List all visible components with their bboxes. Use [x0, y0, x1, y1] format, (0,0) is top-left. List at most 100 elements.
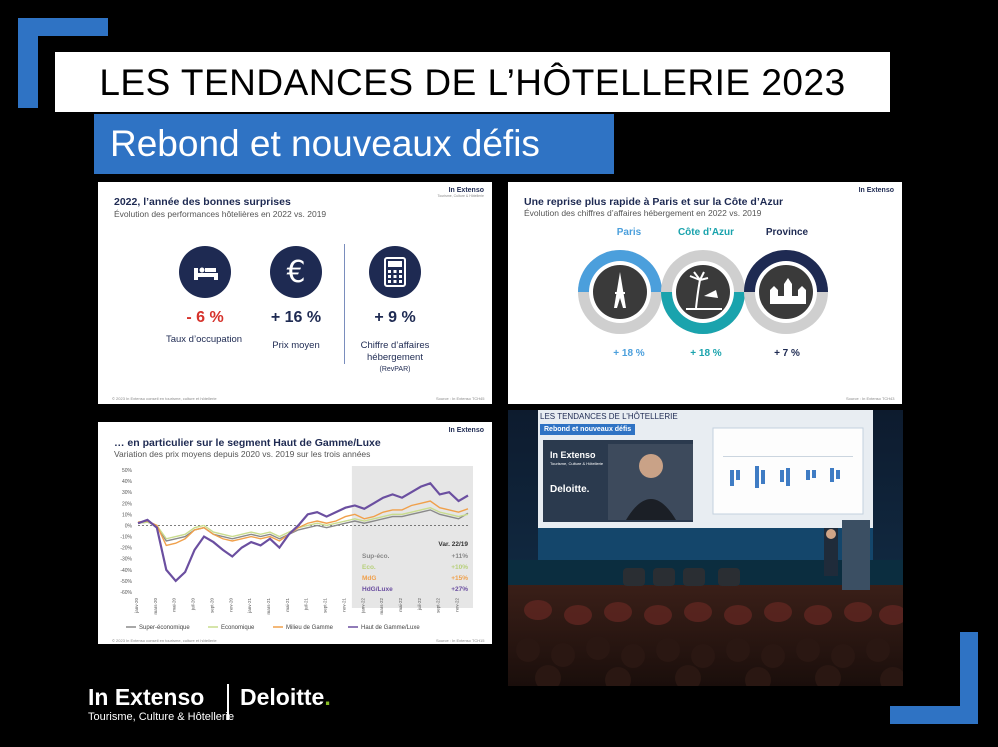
- kpi-occupancy-label: Taux d’occupation: [165, 334, 243, 345]
- slide-title: … en particulier sur le segment Haut de …: [114, 437, 381, 449]
- y-tick-label: 30%: [122, 490, 133, 496]
- y-tick-label: -20%: [120, 546, 132, 552]
- table-row-label: HdG/Luxe: [362, 586, 393, 593]
- y-tick-label: 10%: [122, 512, 133, 518]
- conference-room-image: [508, 410, 903, 686]
- table-row-value: +10%: [451, 564, 468, 571]
- logo-divider: [227, 684, 229, 720]
- x-tick-label: juil-21: [304, 598, 309, 612]
- x-tick-label: janv-20: [134, 598, 139, 614]
- y-tick-label: -60%: [120, 590, 132, 596]
- series-line-3: [137, 482, 469, 583]
- slide-subtitle: Variation des prix moyens depuis 2020 vs…: [114, 449, 371, 459]
- corner-decoration-top-left: [18, 18, 108, 36]
- slide-page-number: 43: [890, 396, 895, 401]
- corner-decoration-bottom-right: [960, 632, 978, 724]
- x-tick-label: mars-20: [153, 598, 158, 615]
- region-paris-value: + 18 %: [613, 348, 645, 359]
- y-tick-label: -50%: [120, 579, 132, 585]
- slide-title: Une reprise plus rapide à Paris et sur l…: [524, 196, 784, 208]
- price-line-chart: 50% 40% 30% 20% 10% 0% -10% -20% -30% -40% -50% -60…: [120, 466, 473, 631]
- legend-label: Milieu de Gamme: [286, 625, 334, 631]
- x-tick-label: juil-22: [417, 598, 422, 612]
- x-tick-label: nov-21: [341, 598, 346, 612]
- conference-photo: LES TENDANCES DE L’HÔTELLERIE Rebond et …: [508, 410, 903, 686]
- y-tick-label: 20%: [122, 501, 133, 507]
- regions-rings: [578, 250, 828, 334]
- slide-page-number: 45: [480, 396, 485, 401]
- legend-label: Economique: [221, 625, 255, 631]
- x-tick-label: mars-21: [266, 598, 271, 615]
- slide-price-chart: In Extenso … en particulier sur le segme…: [98, 422, 492, 644]
- shaded-region: [351, 466, 473, 608]
- svg-text:€: €: [286, 255, 305, 290]
- page-subtitle: Rebond et nouveaux défis: [94, 114, 614, 174]
- kpi-revpar-value: + 9 %: [374, 309, 416, 326]
- x-tick-label: nov-22: [455, 598, 460, 612]
- table-header: Var. 22/19: [438, 541, 468, 548]
- screen-brand-in-extenso: In Extenso: [550, 450, 596, 460]
- slide-footer: © 2023 In Extenso conseil en tourisme, c…: [112, 638, 217, 643]
- table-row-value: +27%: [451, 586, 468, 593]
- slide-source: Source : In Extenso TCH: [846, 396, 891, 401]
- series-line-1: [137, 506, 469, 540]
- x-tick-label: janv-22: [360, 598, 365, 614]
- slide-title: 2022, l’année des bonnes surprises: [114, 196, 291, 208]
- kpi-price-label: Prix moyen: [272, 340, 320, 351]
- table-row-value: +15%: [451, 575, 468, 582]
- screen-title: LES TENDANCES DE L’HÔTELLERIE: [540, 412, 678, 421]
- kpi-occupancy-value: - 6 %: [186, 309, 224, 326]
- x-tick-label: mars-22: [379, 598, 384, 615]
- euro-icon: €: [270, 246, 322, 298]
- page-title: LES TENDANCES DE L’HÔTELLERIE 2023: [55, 52, 890, 112]
- slide-brand: In Extenso: [448, 427, 484, 434]
- y-tick-label: 50%: [122, 468, 133, 474]
- slide-performance-2022: In Extenso Tourisme, Culture & Hôtellerie…: [98, 182, 492, 404]
- slide-subtitle: Évolution des chiffres d’affaires héberg…: [524, 208, 762, 218]
- slide-footer: © 2023 In Extenso conseil en tourisme, c…: [112, 396, 217, 401]
- slide-source: Source : In Extenso TCH: [436, 396, 481, 401]
- region-province-name: Province: [765, 227, 809, 238]
- kpi-price-value: + 16 %: [270, 309, 322, 326]
- slide-regions: In Extenso Une reprise plus rapide à Par…: [508, 182, 902, 404]
- slide-brand: In Extenso Tourisme, Culture & Hôtellerie: [437, 187, 485, 198]
- x-tick-label: sept-20: [209, 598, 214, 614]
- x-tick-label: mai-21: [285, 598, 290, 612]
- y-tick-label: 0%: [125, 523, 133, 529]
- x-tick-label: sept-21: [323, 598, 328, 614]
- eiffel-tower-icon: [578, 250, 662, 334]
- slide-brand: In Extenso: [858, 187, 894, 194]
- table-row-label: Sup-éco.: [362, 553, 390, 560]
- slide-page-number: 15: [480, 638, 485, 643]
- y-tick-label: -30%: [120, 557, 132, 563]
- corner-decoration-top-left-vertical: [18, 18, 38, 108]
- table-row-value: +11%: [452, 553, 469, 560]
- region-province-value: + 7 %: [774, 348, 800, 359]
- divider: [344, 244, 345, 364]
- in-extenso-tagline: Tourisme, Culture & Hôtellerie: [88, 711, 235, 723]
- screen-brand-deloitte: Deloitte.: [550, 484, 590, 495]
- region-paris-name: Paris: [616, 227, 642, 238]
- slide-source: Source : In Extenso TCH: [436, 638, 481, 643]
- region-cote-azur-name: Côte d’Azur: [677, 227, 735, 238]
- x-tick-label: mai-20: [172, 598, 177, 612]
- legend-label: Haut de Gamme/Luxe: [361, 625, 420, 631]
- region-cote-azur-value: + 18 %: [690, 348, 722, 359]
- x-tick-label: mai-22: [398, 598, 403, 612]
- kpi-revpar-sub: (RevPAR): [379, 366, 411, 373]
- calculator-icon: [369, 246, 421, 298]
- bed-icon: [179, 246, 231, 298]
- castle-icon: [744, 250, 828, 334]
- corner-decoration-bottom-right-horizontal: [890, 706, 978, 724]
- x-tick-label: nov-20: [228, 598, 233, 612]
- legend-label: Super-économique: [139, 625, 190, 631]
- palm-tree-icon: [661, 250, 745, 334]
- table-row-label: MdG: [362, 575, 376, 582]
- y-tick-label: -40%: [120, 568, 132, 574]
- y-tick-label: -10%: [120, 535, 132, 541]
- screen-brand-tag: Tourisme, Culture & Hôtellerie: [550, 461, 604, 466]
- x-tick-label: janv-21: [247, 598, 252, 614]
- x-tick-label: juil-20: [191, 598, 196, 612]
- table-row-label: Eco.: [362, 564, 376, 571]
- screen-badge: Rebond et nouveaux défis: [540, 424, 636, 435]
